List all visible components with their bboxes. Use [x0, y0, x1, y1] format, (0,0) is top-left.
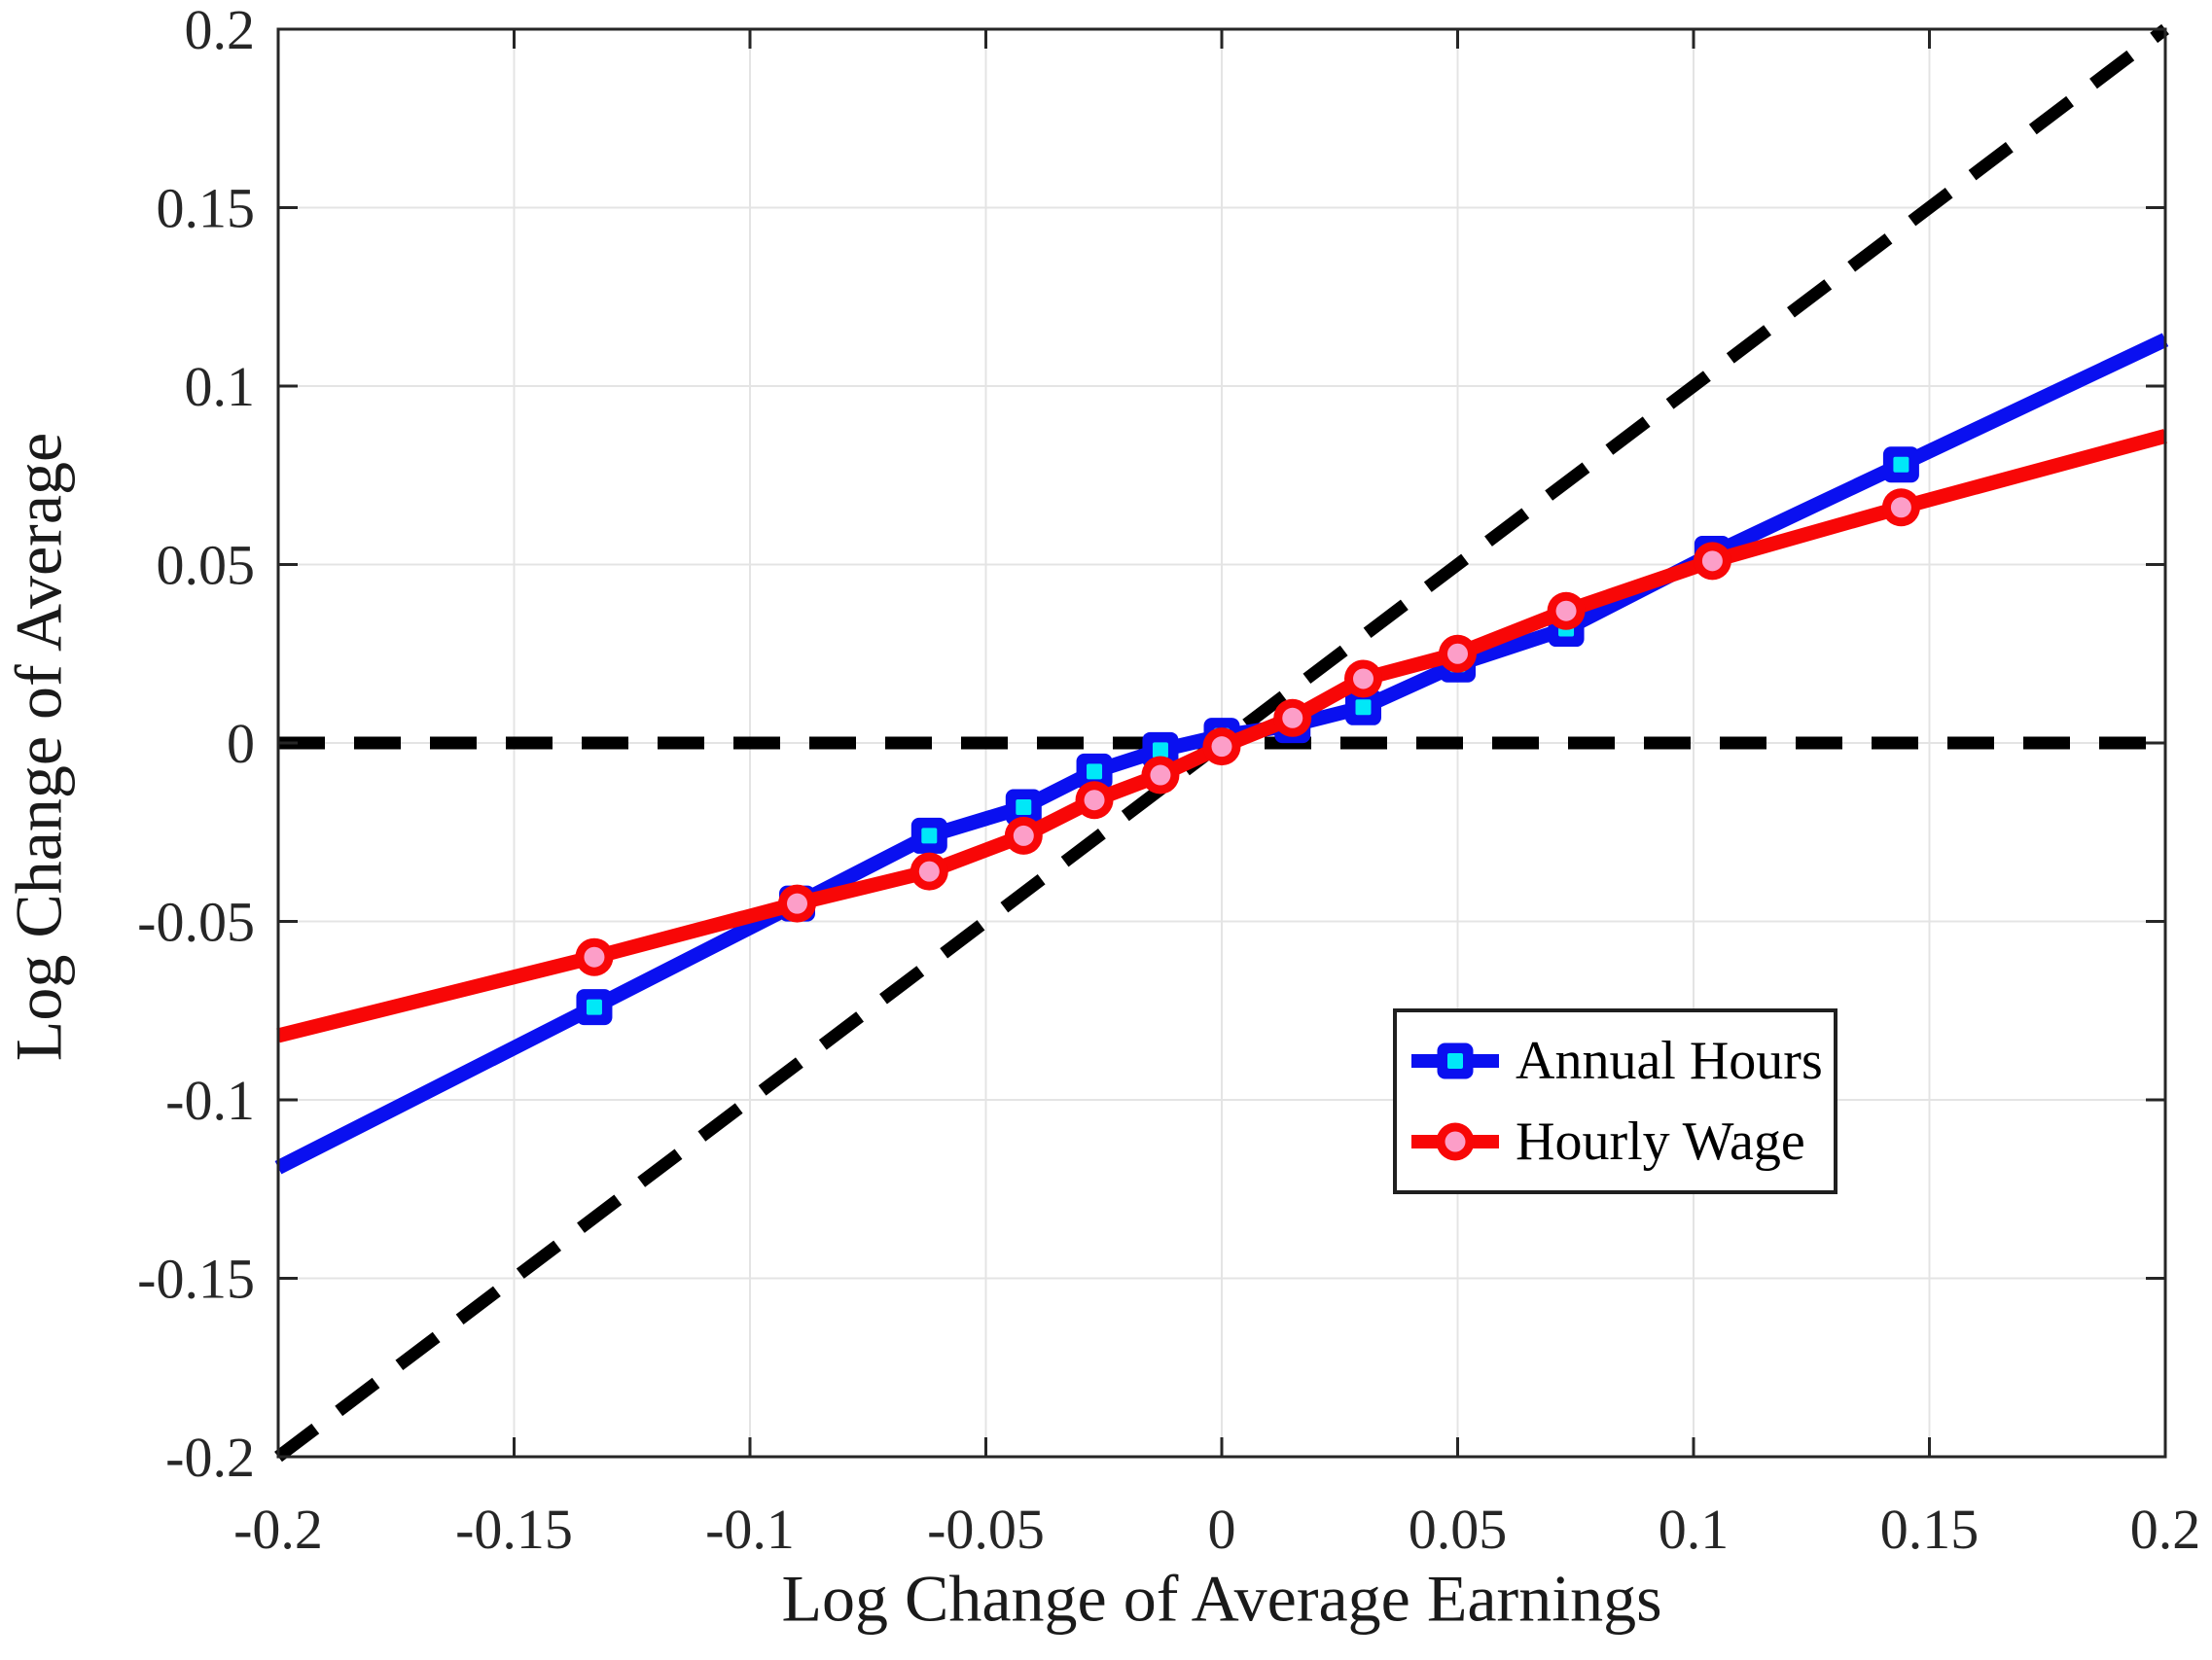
annual-hours-marker-core	[1893, 456, 1909, 473]
x-axis-label: Log Change of Average Earnings	[781, 1561, 1662, 1636]
legend-item-hourly-wage: Hourly Wage	[1397, 1111, 1834, 1173]
y-axis-label: Log Change of Average	[1, 432, 76, 1062]
hourly-wage-marker-core	[1084, 790, 1105, 811]
annual-hours-marker-core	[1016, 799, 1032, 816]
x-tick-label: -0.1	[705, 1498, 795, 1561]
x-tick-label: 0.2	[2130, 1498, 2201, 1561]
annual-hours-marker-core	[1355, 699, 1372, 716]
y-tick-label: 0.2	[185, 0, 256, 61]
x-tick-label: 0	[1208, 1498, 1236, 1561]
hourly-wage-marker-core	[1013, 825, 1034, 846]
y-tick-label: 0.05	[157, 534, 256, 597]
hourly-wage-marker-core	[1150, 764, 1171, 786]
x-tick-label: -0.05	[927, 1498, 1045, 1561]
hourly-wage-sample-marker-core	[1445, 1131, 1466, 1152]
y-tick-label: 0.1	[185, 355, 256, 418]
hourly-wage-marker-core	[584, 946, 605, 968]
hourly-wage-marker-core	[1282, 707, 1303, 728]
x-tick-label: 0.15	[1880, 1498, 1980, 1561]
legend-label-annual-hours: Annual Hours	[1516, 1031, 1823, 1092]
legend-label-hourly-wage: Hourly Wage	[1516, 1111, 1805, 1172]
hourly-wage-marker-core	[1555, 600, 1577, 621]
y-tick-label: -0.05	[137, 891, 255, 954]
y-tick-label: 0.15	[157, 177, 256, 240]
x-tick-label: -0.2	[233, 1498, 323, 1561]
y-tick-label: -0.15	[137, 1248, 255, 1311]
hourly-wage-marker-core	[1447, 643, 1468, 664]
annual-hours-line-sample	[1411, 1042, 1499, 1079]
x-tick-label: 0.05	[1409, 1498, 1508, 1561]
hourly-wage-marker-core	[787, 893, 807, 914]
hourly-wage-marker-core	[1701, 550, 1723, 572]
x-tick-label: -0.15	[455, 1498, 573, 1561]
annual-hours-marker-core	[921, 828, 938, 844]
annual-hours-sample-marker-core	[1447, 1053, 1463, 1070]
annual-hours-marker-core	[1152, 742, 1168, 759]
legend-item-annual-hours: Annual Hours	[1397, 1030, 1834, 1092]
annual-hours-marker-core	[1087, 763, 1103, 780]
hourly-wage-marker-core	[1211, 736, 1232, 758]
y-tick-label: 0	[227, 712, 255, 775]
y-tick-label: -0.2	[165, 1426, 255, 1489]
hourly-wage-marker-core	[918, 861, 940, 882]
annual-hours-marker-core	[586, 999, 602, 1015]
legend: Annual Hours Hourly Wage	[1393, 1008, 1837, 1194]
hourly-wage-marker-core	[1890, 497, 1911, 518]
x-tick-label: 0.1	[1659, 1498, 1730, 1561]
hourly-wage-marker-core	[1353, 668, 1374, 689]
hourly-wage-line-sample	[1411, 1122, 1499, 1161]
y-tick-label: -0.1	[165, 1069, 255, 1132]
